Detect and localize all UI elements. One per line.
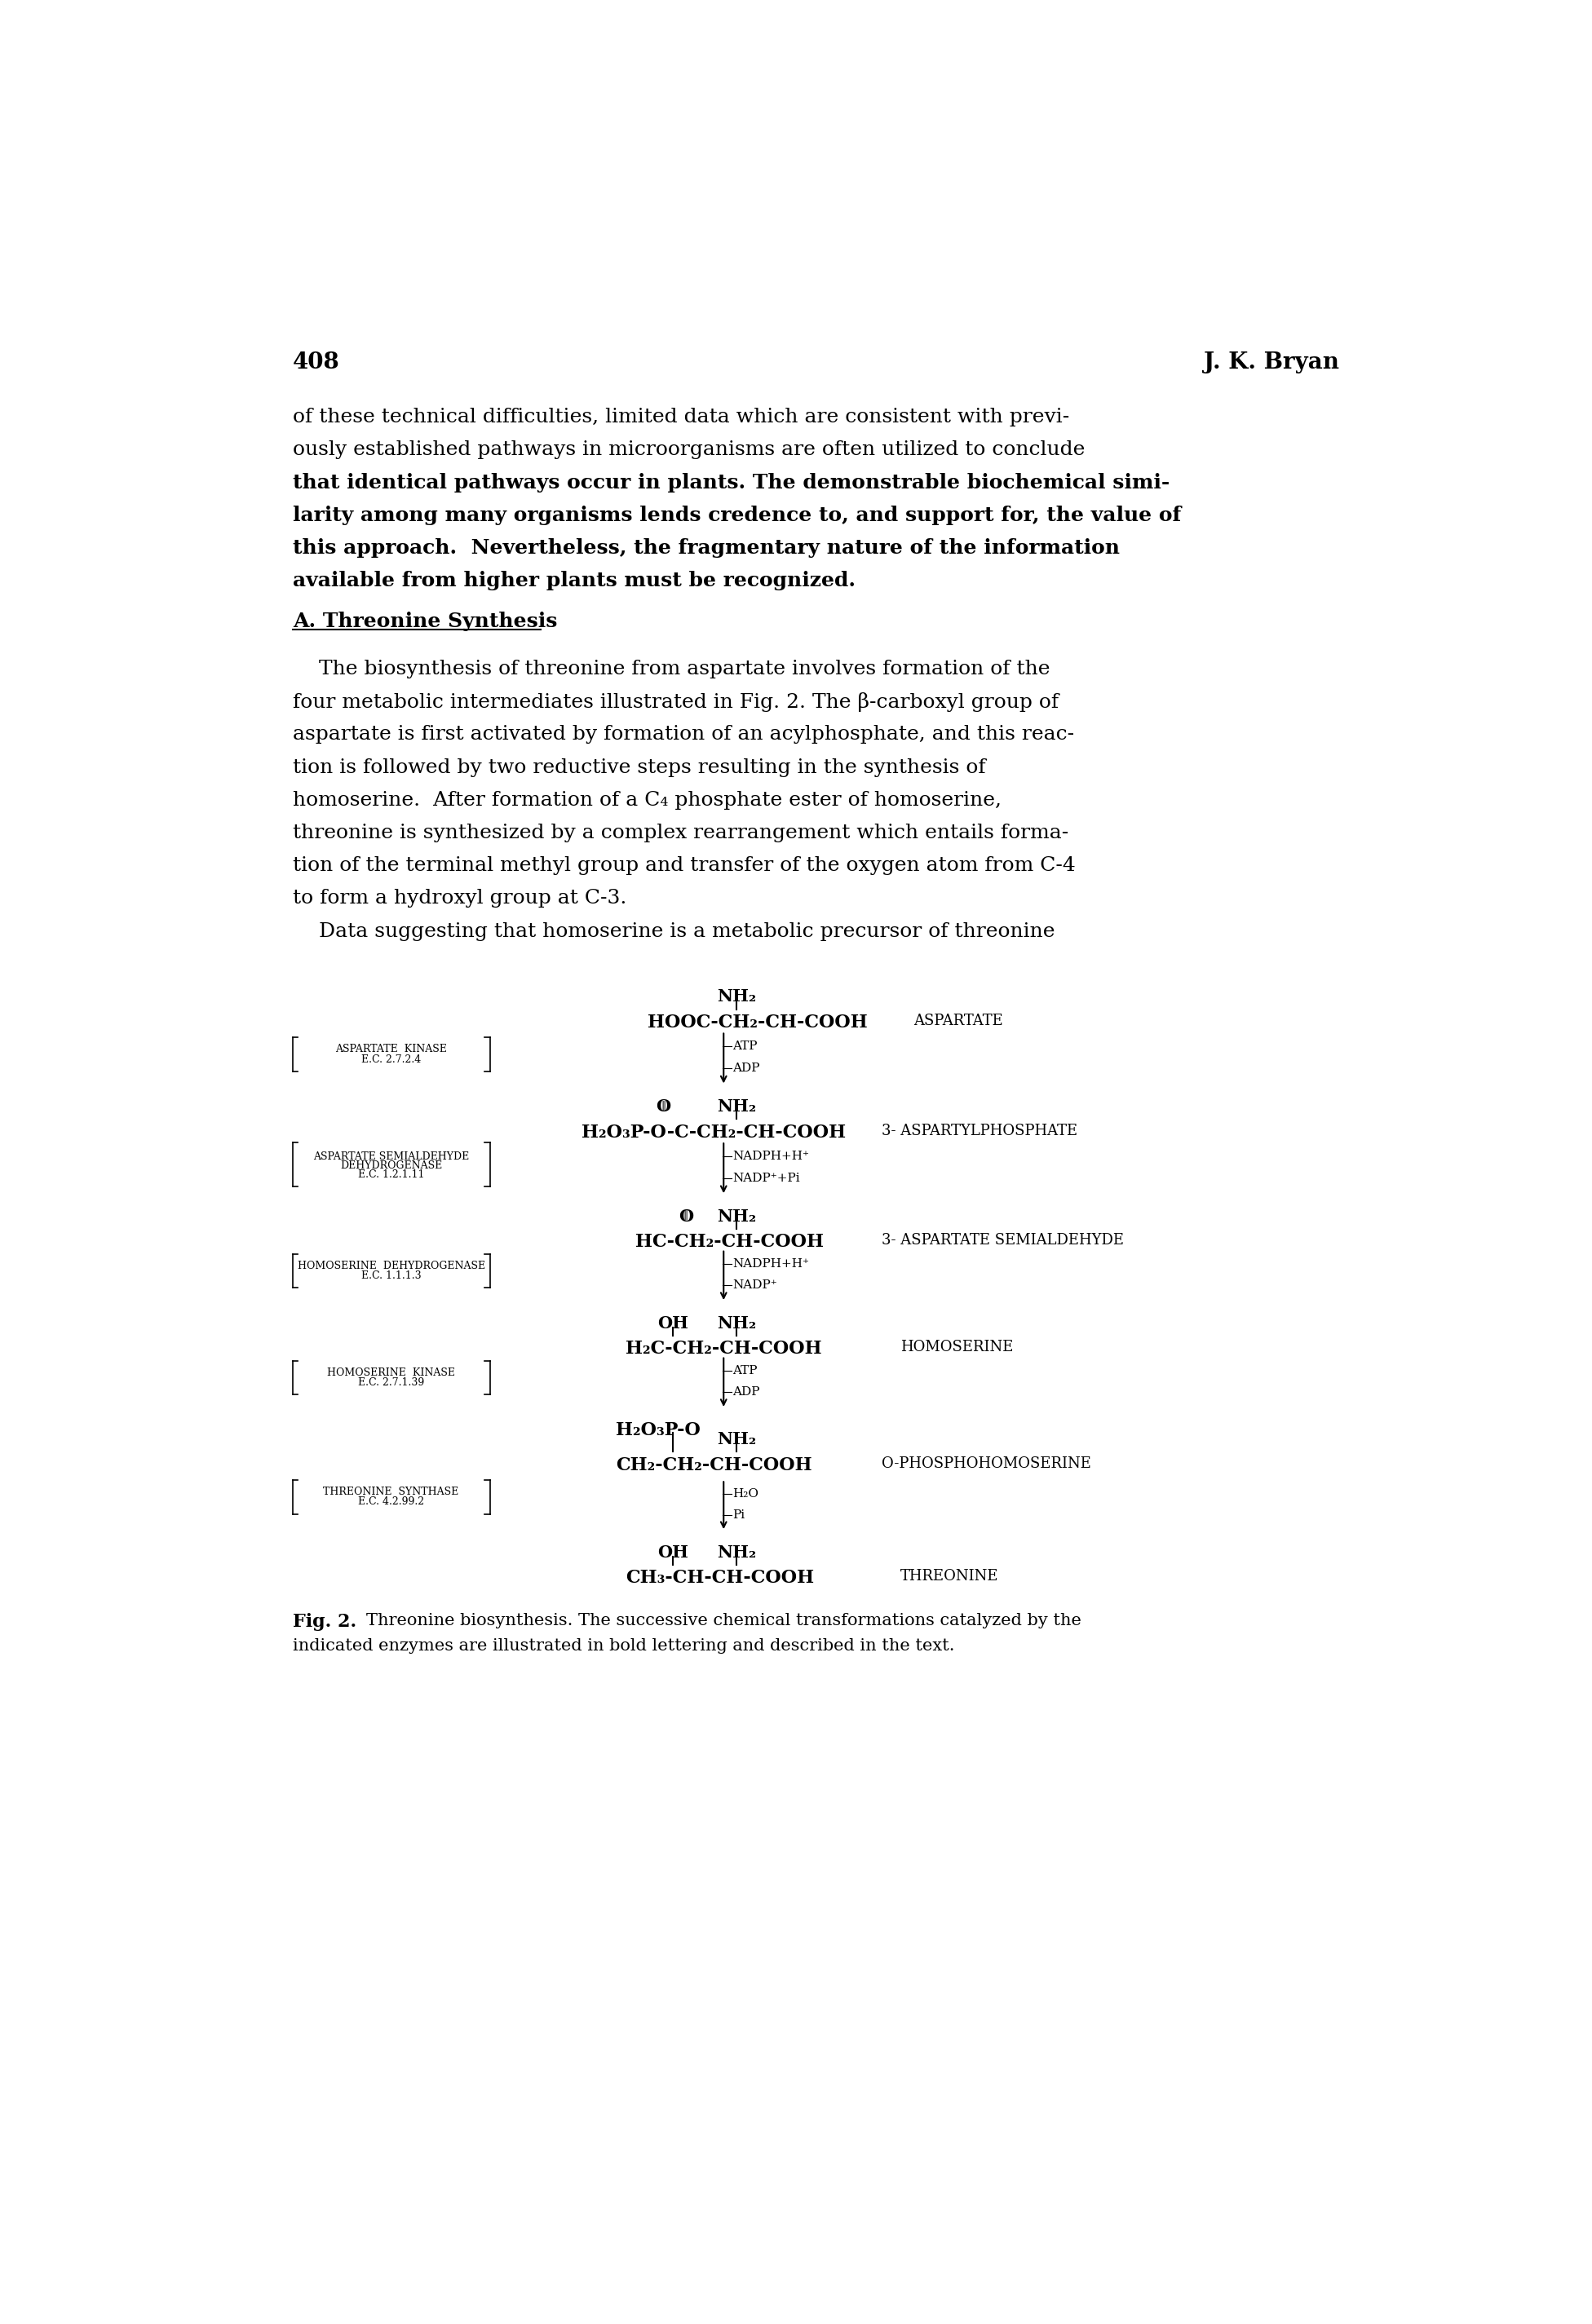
Text: HOMOSERINE  DEHYDROGENASE: HOMOSERINE DEHYDROGENASE — [298, 1260, 486, 1271]
Text: E.C. 1.1.1.3: E.C. 1.1.1.3 — [361, 1271, 422, 1281]
Text: A. Threonine Synthesis: A. Threonine Synthesis — [293, 611, 557, 632]
Text: NH₂: NH₂ — [716, 988, 756, 1004]
Text: NH₂: NH₂ — [716, 1543, 756, 1559]
Text: ADP: ADP — [732, 1062, 759, 1074]
Text: O: O — [678, 1208, 693, 1225]
Text: 408: 408 — [293, 351, 339, 374]
Text: available from higher plants must be recognized.: available from higher plants must be rec… — [293, 572, 855, 590]
Text: H₂C-CH₂-CH-COOH: H₂C-CH₂-CH-COOH — [626, 1341, 821, 1357]
Text: homoserine.  After formation of a C₄ phosphate ester of homoserine,: homoserine. After formation of a C₄ phos… — [293, 790, 1001, 809]
Text: E.C. 4.2.99.2: E.C. 4.2.99.2 — [358, 1497, 423, 1508]
Text: The biosynthesis of threonine from aspartate involves formation of the: The biosynthesis of threonine from aspar… — [293, 660, 1049, 679]
Text: H₂O₃P-O-C-CH₂-CH-COOH: H₂O₃P-O-C-CH₂-CH-COOH — [581, 1122, 845, 1141]
Text: ADP: ADP — [732, 1387, 759, 1397]
Text: of these technical difficulties, limited data which are consistent with previ-: of these technical difficulties, limited… — [293, 407, 1070, 425]
Text: indicated enzymes are illustrated in bold lettering and described in the text.: indicated enzymes are illustrated in bol… — [293, 1638, 954, 1655]
Text: NADPH+H⁺: NADPH+H⁺ — [732, 1150, 809, 1162]
Text: Fig. 2.: Fig. 2. — [293, 1613, 357, 1631]
Text: Pi: Pi — [732, 1508, 745, 1520]
Text: OH: OH — [657, 1543, 689, 1559]
Text: ASPARTATE  KINASE: ASPARTATE KINASE — [336, 1043, 447, 1055]
Text: OH: OH — [657, 1315, 689, 1332]
Text: J. K. Bryan: J. K. Bryan — [1204, 351, 1339, 374]
Text: tion of the terminal methyl group and transfer of the oxygen atom from C-4: tion of the terminal methyl group and tr… — [293, 855, 1075, 874]
Text: four metabolic intermediates illustrated in Fig. 2. The β-carboxyl group of: four metabolic intermediates illustrated… — [293, 693, 1059, 711]
Text: ‖: ‖ — [683, 1211, 688, 1220]
Text: CH₃-CH-CH-COOH: CH₃-CH-CH-COOH — [626, 1569, 814, 1587]
Text: NH₂: NH₂ — [716, 1208, 756, 1225]
Text: H₂O: H₂O — [732, 1487, 758, 1499]
Text: aspartate is first activated by formation of an acylphosphate, and this reac-: aspartate is first activated by formatio… — [293, 725, 1075, 744]
Text: NH₂: NH₂ — [716, 1432, 756, 1448]
Text: ATP: ATP — [732, 1041, 758, 1053]
Text: H₂O₃P-O: H₂O₃P-O — [616, 1422, 700, 1439]
Text: that identical pathways occur in plants. The demonstrable biochemical simi-: that identical pathways occur in plants.… — [293, 472, 1170, 493]
Text: HOMOSERINE: HOMOSERINE — [901, 1341, 1014, 1355]
Text: Threonine biosynthesis. The successive chemical transformations catalyzed by the: Threonine biosynthesis. The successive c… — [366, 1613, 1081, 1629]
Text: NADP⁺+Pi: NADP⁺+Pi — [732, 1171, 799, 1183]
Text: CH₂-CH₂-CH-COOH: CH₂-CH₂-CH-COOH — [616, 1457, 812, 1473]
Text: Data suggesting that homoserine is a metabolic precursor of threonine: Data suggesting that homoserine is a met… — [293, 923, 1055, 941]
Text: ‖: ‖ — [661, 1099, 665, 1111]
Text: E.C. 2.7.2.4: E.C. 2.7.2.4 — [361, 1055, 420, 1064]
Text: O-PHOSPHOHOMOSERINE: O-PHOSPHOHOMOSERINE — [882, 1457, 1091, 1471]
Text: O: O — [656, 1099, 670, 1116]
Text: E.C. 1.2.1.11: E.C. 1.2.1.11 — [358, 1169, 425, 1181]
Text: THREONINE  SYNTHASE: THREONINE SYNTHASE — [323, 1487, 458, 1497]
Text: threonine is synthesized by a complex rearrangement which entails forma-: threonine is synthesized by a complex re… — [293, 823, 1068, 841]
Text: ATP: ATP — [732, 1364, 758, 1376]
Text: THREONINE: THREONINE — [901, 1569, 998, 1585]
Text: NH₂: NH₂ — [716, 1315, 756, 1332]
Text: NADP⁺: NADP⁺ — [732, 1281, 777, 1290]
Text: tion is followed by two reductive steps resulting in the synthesis of: tion is followed by two reductive steps … — [293, 758, 985, 776]
Text: DEHYDROGENASE: DEHYDROGENASE — [341, 1160, 443, 1171]
Text: larity among many organisms lends credence to, and support for, the value of: larity among many organisms lends creden… — [293, 507, 1181, 525]
Text: ASPARTATE SEMIALDEHYDE: ASPARTATE SEMIALDEHYDE — [314, 1150, 470, 1162]
Text: to form a hydroxyl group at C-3.: to form a hydroxyl group at C-3. — [293, 888, 626, 906]
Text: ously established pathways in microorganisms are often utilized to conclude: ously established pathways in microorgan… — [293, 439, 1084, 460]
Text: this approach.  Nevertheless, the fragmentary nature of the information: this approach. Nevertheless, the fragmen… — [293, 539, 1119, 558]
Text: HOMOSERINE  KINASE: HOMOSERINE KINASE — [326, 1367, 455, 1378]
Text: NADPH+H⁺: NADPH+H⁺ — [732, 1257, 809, 1269]
Text: E.C. 2.7.1.39: E.C. 2.7.1.39 — [358, 1378, 425, 1387]
Text: HOOC-CH₂-CH-COOH: HOOC-CH₂-CH-COOH — [648, 1013, 868, 1032]
Text: ASPARTATE: ASPARTATE — [914, 1013, 1003, 1027]
Text: 3- ASPARTYLPHOSPHATE: 3- ASPARTYLPHOSPHATE — [882, 1122, 1078, 1139]
Text: NH₂: NH₂ — [716, 1099, 756, 1116]
Text: 3- ASPARTATE SEMIALDEHYDE: 3- ASPARTATE SEMIALDEHYDE — [882, 1234, 1124, 1248]
Text: HC-CH₂-CH-COOH: HC-CH₂-CH-COOH — [635, 1234, 823, 1250]
